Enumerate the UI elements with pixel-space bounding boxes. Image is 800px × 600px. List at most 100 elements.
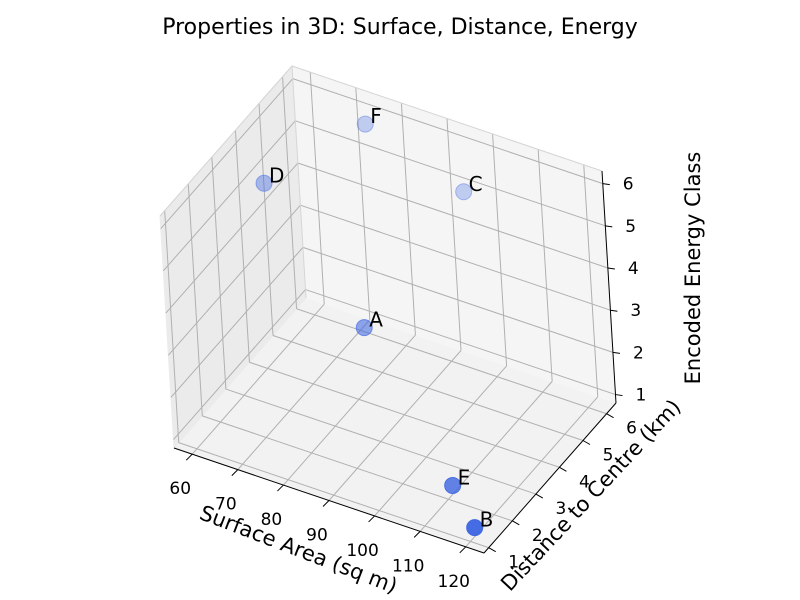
y-grid-line-left (164, 210, 180, 443)
x-grid-line-back (537, 149, 553, 382)
x-tick-label: 70 (215, 495, 237, 515)
grid-lines (159, 65, 616, 549)
point-label: A (369, 308, 383, 332)
y-grid-line-floor (272, 335, 584, 441)
data-point (356, 115, 374, 133)
z-grid-line-back (297, 162, 609, 269)
z-tick-mark (610, 309, 618, 312)
z-tick-mark (612, 351, 621, 354)
z-grid-line-back (302, 246, 614, 353)
x-grid-line-floor (237, 319, 371, 470)
z-grid-line-back (295, 120, 606, 227)
z-tick-label: 5 (625, 217, 636, 237)
x-tick-mark (413, 531, 421, 538)
y-grid-line-left (282, 76, 298, 309)
z-tick-mark (607, 267, 615, 270)
x-grid-line-floor (328, 350, 462, 501)
z-axis-line (601, 170, 617, 404)
z-tick-label: 2 (633, 343, 644, 363)
x-grid-line-back (492, 133, 508, 366)
z-grid-line-back (305, 289, 616, 396)
data-point (455, 183, 473, 201)
x-tick-label: 120 (438, 572, 470, 592)
y-tick-label: 2 (532, 526, 543, 546)
x-tick-mark (231, 469, 239, 476)
x-tick-label: 80 (261, 510, 283, 530)
z-grid-line-left (170, 247, 304, 398)
x-tick-mark (185, 453, 193, 461)
y-grid-line-floor (249, 361, 560, 468)
data-points (255, 115, 484, 537)
x-tick-label: 60 (169, 479, 191, 499)
point-label: F (370, 104, 382, 128)
x-grid-line-back (446, 118, 462, 351)
x-grid-line-floor (283, 334, 416, 486)
data-point (255, 174, 273, 192)
x-grid-line-floor (374, 365, 507, 517)
y-tick-label: 1 (508, 553, 519, 573)
data-point (466, 519, 484, 537)
y-grid-line-left (234, 130, 250, 363)
z-grid-line-left (168, 204, 301, 356)
point-label: B (480, 508, 494, 532)
point-label: C (469, 172, 483, 196)
y-tick-mark (606, 413, 614, 419)
x-grid-line-floor (419, 381, 553, 532)
pane-edge (291, 65, 603, 172)
x-grid-line-floor (191, 303, 325, 455)
y-tick-label: 6 (626, 419, 637, 439)
z-tick-label: 6 (623, 175, 634, 195)
z-axis-label: Encoded Energy Class (681, 152, 705, 385)
y-grid-line-floor (225, 388, 537, 495)
chart-title: Properties in 3D: Surface, Distance, Ene… (162, 15, 638, 40)
x-tick-label: 90 (306, 526, 328, 546)
z-grid-line-left (160, 78, 294, 229)
pane-edge (159, 65, 293, 217)
x-grid-line-back (583, 164, 599, 397)
y-grid-line-left (211, 157, 227, 390)
y-tick-mark (582, 440, 591, 445)
y-grid-line-floor (178, 442, 489, 549)
y-tick-label: 5 (603, 446, 614, 466)
y-tick-mark (488, 547, 496, 553)
point-labels: F C D A EB (269, 104, 493, 532)
z-tick-label: 1 (635, 386, 646, 406)
x-grid-line-back (400, 103, 416, 336)
x-tick-mark (368, 515, 375, 523)
x-tick-label: 110 (392, 556, 424, 576)
x-tick-mark (459, 546, 467, 554)
y-grid-line-left (187, 183, 203, 416)
z-tick-mark (605, 225, 613, 228)
z-grid-line-back (292, 78, 603, 185)
z-tick-mark (615, 394, 623, 397)
z-tick-label: 4 (628, 259, 639, 279)
y-axis-line (483, 402, 617, 554)
data-point (355, 319, 373, 337)
z-tick-mark (602, 183, 610, 186)
x-tick-mark (277, 484, 284, 492)
y-grid-line-floor (202, 415, 513, 522)
data-point (444, 476, 462, 494)
y-tick-mark (535, 493, 544, 499)
y-tick-label: 4 (579, 472, 590, 492)
x-grid-line-back (309, 72, 325, 305)
z-grid-line-left (165, 162, 299, 314)
y-tick-mark (559, 466, 567, 472)
x-tick-label: 100 (346, 541, 378, 561)
x-grid-line-back (355, 87, 371, 320)
y-tick-label: 3 (555, 499, 566, 519)
z-tick-label: 3 (630, 301, 641, 321)
y-tick-mark (512, 520, 520, 526)
z-grid-line-back (300, 204, 611, 311)
x-grid-line-floor (465, 396, 599, 548)
y-grid-line-left (258, 103, 274, 336)
z-grid-line-left (173, 289, 306, 440)
z-grid-line-left (162, 120, 296, 272)
y-grid-line-floor (296, 308, 607, 415)
pane-edge (291, 65, 307, 299)
x-tick-mark (322, 500, 330, 507)
point-label: D (269, 163, 284, 187)
point-label: E (458, 465, 471, 489)
